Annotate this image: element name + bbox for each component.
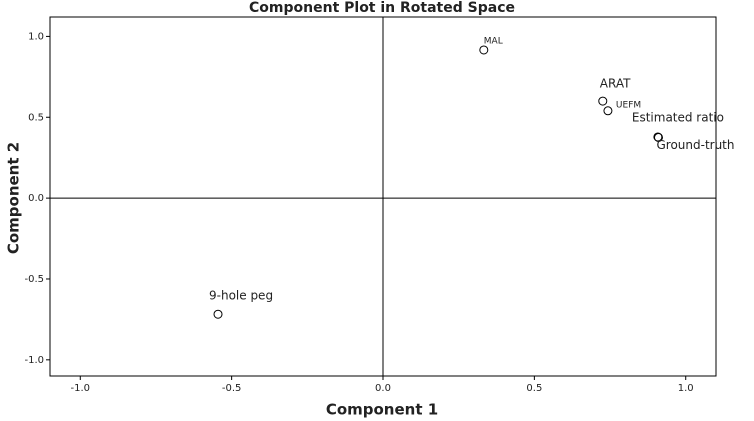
point-label: Ground-truth <box>656 138 734 152</box>
point-label: MAL <box>484 36 503 46</box>
point-label: 9-hole peg <box>209 289 273 303</box>
x-tick-label: -0.5 <box>222 383 242 394</box>
x-tick-label: -1.0 <box>71 383 91 394</box>
x-axis-title: Component 1 <box>326 401 438 419</box>
x-tick-label: 0.5 <box>526 383 542 394</box>
point <box>603 106 613 116</box>
point <box>479 45 489 55</box>
y-tick-label: 0.5 <box>28 112 44 123</box>
x-tick-label: 1.0 <box>678 383 694 394</box>
chart-title: Component Plot in Rotated Space <box>249 0 515 16</box>
x-tick-label: 0.0 <box>375 383 391 394</box>
point-label: UEFM <box>616 100 641 110</box>
point-label: ARAT <box>600 77 631 91</box>
y-tick-label: 1.0 <box>28 31 44 42</box>
y-tick-label: 0.0 <box>28 193 44 204</box>
point <box>598 96 608 106</box>
point <box>213 309 223 319</box>
y-tick-label: -1.0 <box>24 355 44 366</box>
point-label: Estimated ratio <box>632 110 724 124</box>
point <box>653 132 663 142</box>
y-axis-title: Component 2 <box>5 142 23 254</box>
y-tick-label: -0.5 <box>24 274 44 285</box>
